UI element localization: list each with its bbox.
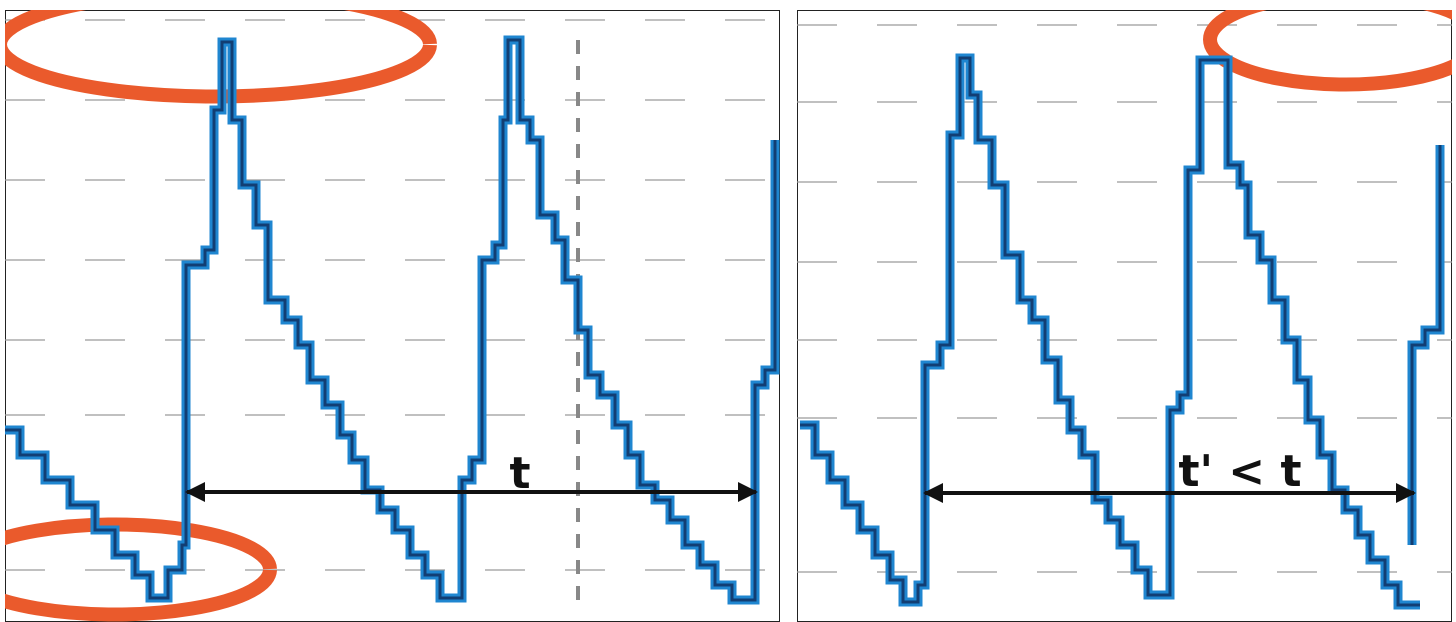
right-panel: t' < t (797, 0, 1456, 622)
left-panel: t (0, 0, 780, 622)
period-label: t' < t (1178, 446, 1301, 497)
period-label: t (509, 448, 530, 499)
figure: t t' < t (0, 0, 1456, 622)
